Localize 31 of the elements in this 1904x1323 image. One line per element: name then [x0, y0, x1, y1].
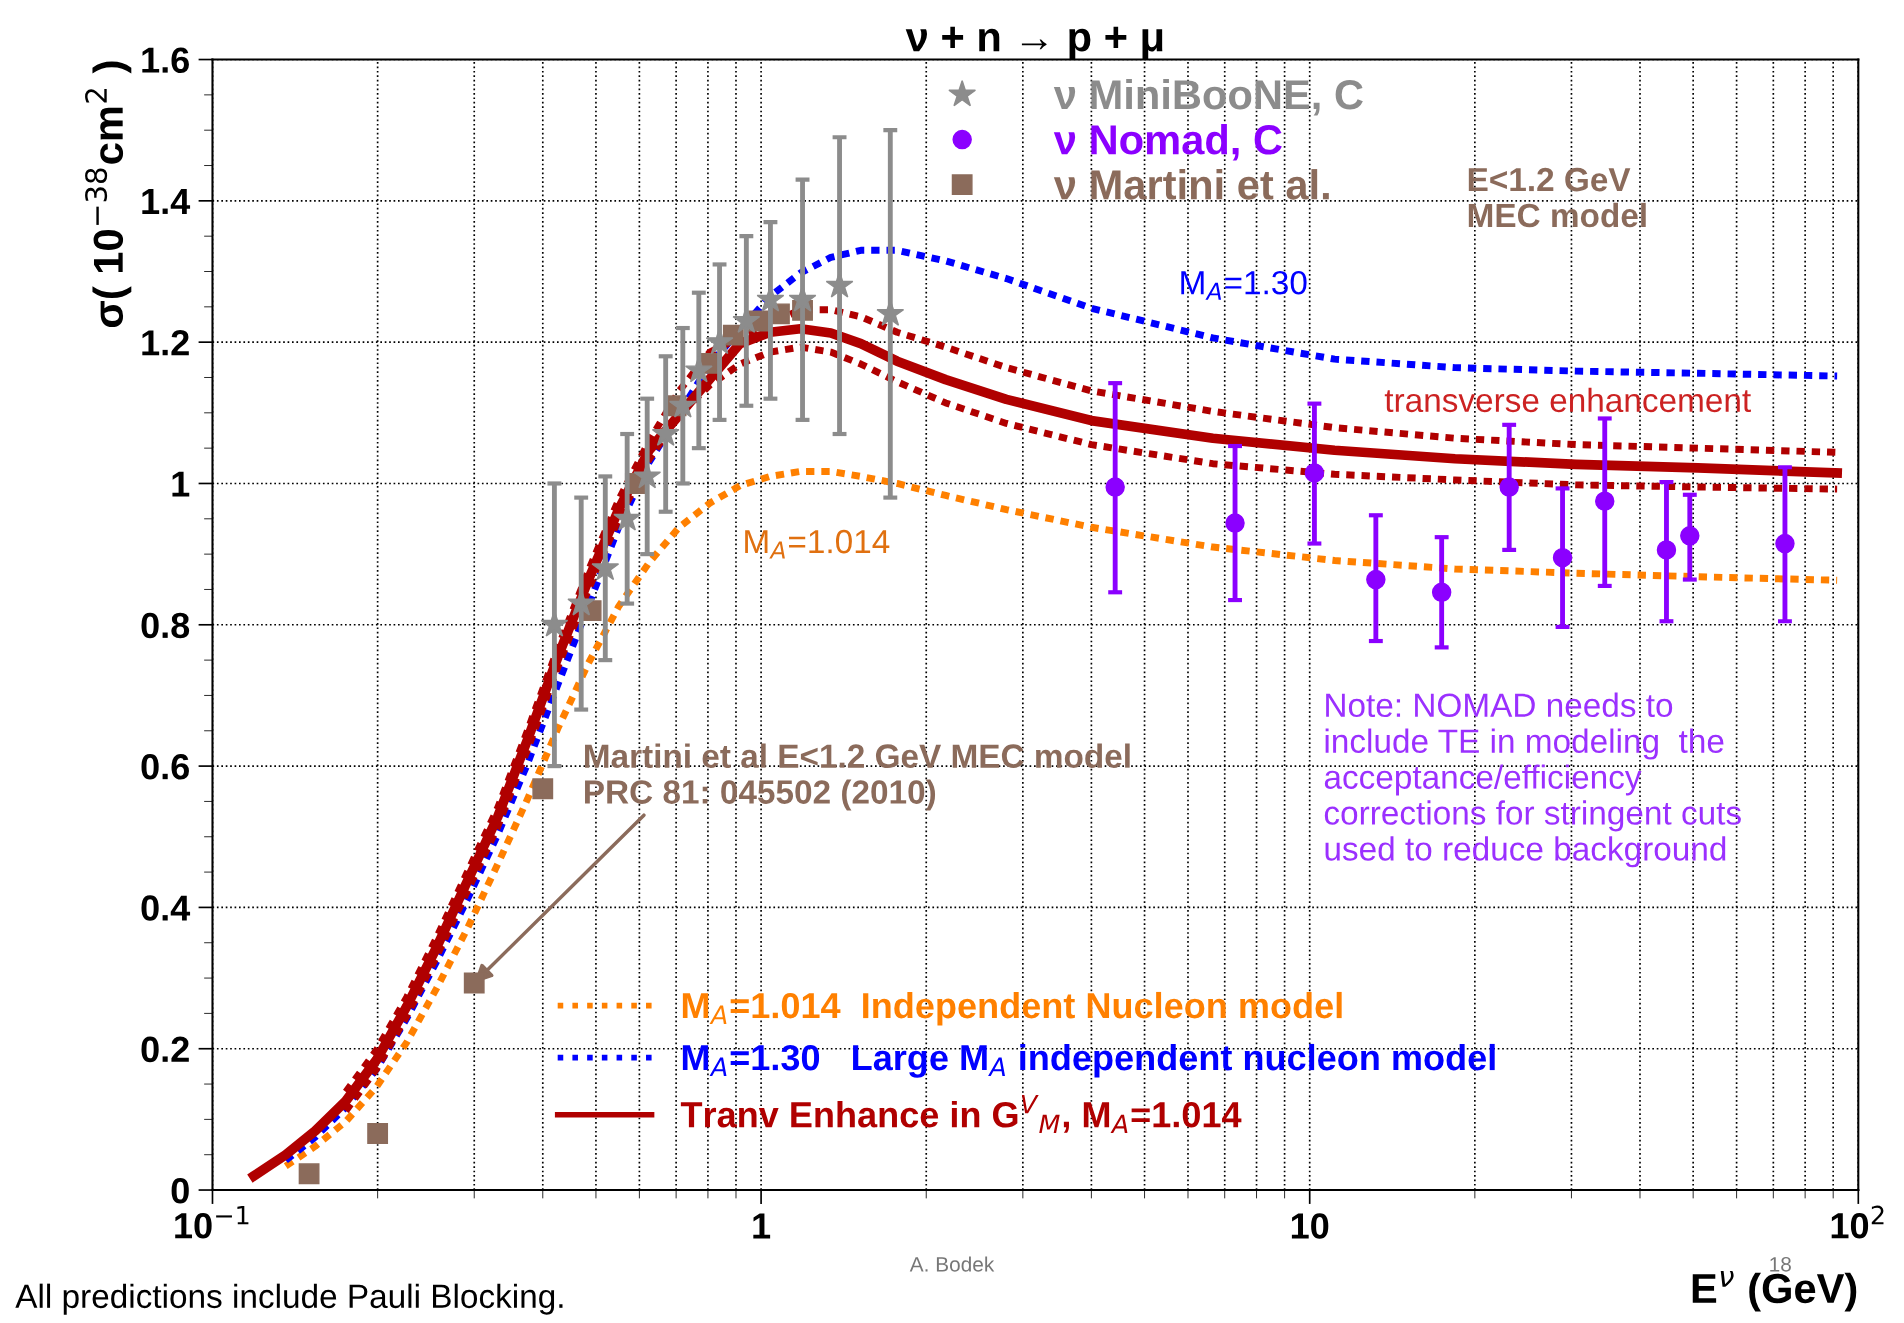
x-tick-label: 10$^{2}$ [1831, 1205, 1884, 1239]
text: All predictions include Pauli Blocking. [15, 1283, 563, 1315]
y-tick-label: 1.6 [142, 47, 189, 73]
legend-label: M$_{A}$=1.30 Large M$_{A}$ independent nucleon model [682, 1043, 1495, 1078]
annotation: M$_{A}$=1.30 [1181, 270, 1307, 300]
x-tick-label: 1 [753, 1213, 771, 1239]
x-axis-title: E$^{ν}$ (GeV) [1692, 1270, 1857, 1312]
text: 18 [1770, 1256, 1791, 1272]
y-tick-label: 1 [172, 471, 190, 497]
annotation: Note: NOMAD needs to include TE in modeling the acceptance/efficiency corrections for stringent cuts used to reduce background [1324, 692, 1741, 868]
legend-label: ν Nomad, C [1053, 123, 1282, 161]
legend-label: Tranv Enhance in G$^{V}$$_{M}$, M$_{A}$=1.014 [680, 1094, 1242, 1134]
y-tick-label: 0.8 [141, 612, 190, 639]
annotation: E<1.2 GeV MEC model [1468, 167, 1646, 228]
chart-title: ν + n → p + μ [905, 26, 1163, 60]
legend-label: ν Martini et al. [1053, 169, 1329, 200]
x-tick-label: 10 [1291, 1213, 1329, 1239]
y-tick-label: 1.2 [142, 330, 189, 356]
y-axis-title: σ( 10$^{−38}$cm$^{2}$ ) [85, 61, 132, 328]
y-tick-label: 1.4 [142, 189, 191, 214]
text: A. Bodek [909, 1256, 995, 1272]
x-tick-label: 10$^{−1}$ [175, 1205, 249, 1239]
annotation: M$_{A}$=1.014 [745, 529, 890, 559]
y-tick-label: 0.2 [141, 1036, 189, 1063]
legend-label: M$_{A}$=1.014 Independent Nucleon model [682, 991, 1342, 1026]
annotation: Martini et al E<1.2 GeV MEC model PRC 81: 045502 (2010) [585, 743, 1130, 811]
y-tick-label: 0.6 [141, 753, 189, 780]
annotation: transverse enhancement [1384, 387, 1751, 413]
y-tick-label: 0.4 [141, 895, 191, 921]
legend-label: ν MiniBooNE, C [1053, 78, 1363, 116]
y-tick-label: 0 [171, 1177, 189, 1204]
